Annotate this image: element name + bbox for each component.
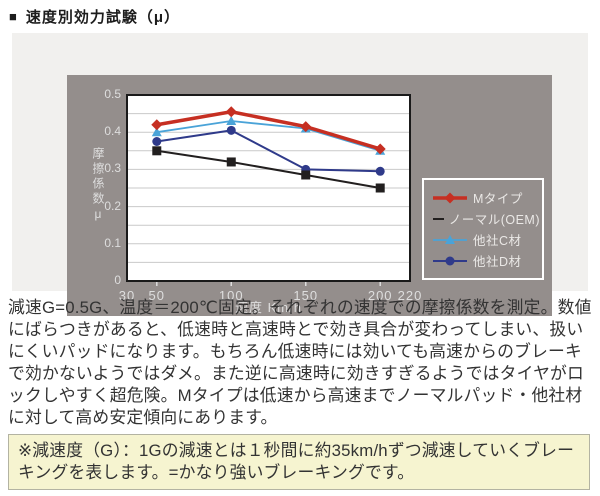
square-marker xyxy=(152,146,162,156)
triangle-marker xyxy=(226,116,237,126)
diamond-marker xyxy=(444,192,456,203)
legend-swatch xyxy=(433,256,467,265)
legend-item: Mタイプ xyxy=(432,187,540,208)
page-title-text: 速度別効力試験（μ） xyxy=(25,9,181,26)
y-tick-label: 0.1 xyxy=(104,235,121,250)
circle-marker xyxy=(445,256,455,265)
y-tick-label: 0.2 xyxy=(104,198,121,213)
x-axis-title: 速度 Km/h xyxy=(235,300,302,315)
legend-label: 他社D材 xyxy=(473,255,522,269)
x-tick-label: 200 xyxy=(367,288,393,303)
x-tick-label: 150 xyxy=(293,288,319,303)
circle-marker xyxy=(152,137,162,146)
series-line-Mタイプ xyxy=(155,109,382,151)
legend-item: 他社C材 xyxy=(432,229,540,250)
series-line-他社D材 xyxy=(155,129,382,173)
legend-swatch xyxy=(433,217,444,220)
square-marker xyxy=(375,183,385,193)
x-tick-label: 50 xyxy=(148,288,166,303)
legend-label: 他社C材 xyxy=(473,234,522,248)
series-line-他社C材 xyxy=(155,120,382,152)
diamond-marker xyxy=(151,119,163,131)
triangle-marker xyxy=(445,234,455,244)
square-marker xyxy=(226,157,236,167)
legend-item: ノーマル(OEM) xyxy=(432,208,540,229)
legend-swatch xyxy=(433,234,467,244)
square-marker xyxy=(301,170,311,180)
diamond-marker xyxy=(374,143,386,155)
x-tick-label: 100 xyxy=(218,288,244,303)
description-text: 減速G=0.5G、温度＝200℃固定。それぞれの速度での摩擦係数を測定。数値にば… xyxy=(8,298,592,427)
diamond-marker xyxy=(300,121,312,133)
friction-chart xyxy=(126,94,411,286)
page-title: ■ 速度別効力試験（μ） xyxy=(9,6,180,27)
chart-outer-panel: 摩擦係数μ 速度 Km/h Mタイプノーマル(OEM) 他社C材他社D材 0 0.1… xyxy=(12,33,588,316)
x-tick-label: 30 xyxy=(118,288,136,303)
y-tick-label: 0 xyxy=(114,273,121,287)
x-tick-label: 220 xyxy=(397,288,423,303)
square-bullet-icon: ■ xyxy=(9,9,18,24)
diamond-marker xyxy=(225,106,237,118)
series-line-ノーマル(OEM) xyxy=(155,149,382,189)
y-tick-label: 0.3 xyxy=(104,161,121,176)
legend-label: ノーマル(OEM) xyxy=(448,213,540,227)
y-tick-label: 0.5 xyxy=(104,87,121,101)
legend-swatch xyxy=(433,192,467,203)
y-tick-label: 0.4 xyxy=(104,124,121,139)
triangle-marker xyxy=(151,127,162,137)
plot-border xyxy=(126,94,411,282)
friction-chart-panel: 摩擦係数μ 速度 Km/h Mタイプノーマル(OEM) 他社C材他社D材 0 0.1… xyxy=(67,75,552,316)
chart-legend: Mタイプノーマル(OEM) 他社C材他社D材 xyxy=(422,178,544,280)
circle-marker xyxy=(226,125,236,135)
circle-marker xyxy=(375,166,385,176)
y-axis-title: 摩擦係数μ xyxy=(91,147,105,224)
legend-item: 他社D材 xyxy=(432,250,540,271)
legend-label: Mタイプ xyxy=(473,192,523,206)
deceleration-note-box: ※減速度（G）：1Gの減速とは１秒間に約35km/hずつ減速していくブレーキング… xyxy=(8,434,590,490)
